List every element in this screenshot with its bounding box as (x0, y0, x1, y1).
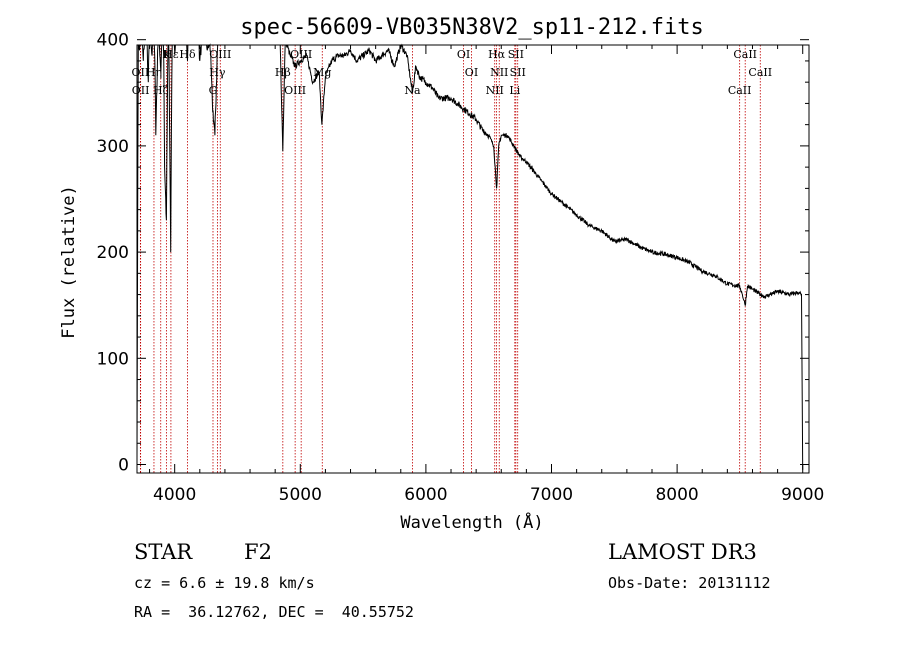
line-label-oii: OII (132, 84, 150, 97)
line-label-oiii: OIII (290, 48, 312, 61)
line-label-caii: CaII (728, 84, 752, 97)
line-label-li: Li (509, 84, 520, 97)
x-axis-ticks: 4000 5000 6000 7000 8000 9000 (149, 45, 824, 505)
plot-frame (136, 44, 810, 474)
line-label-hβ: Hβ (275, 66, 291, 79)
x-tick-label: 9000 (781, 485, 824, 505)
chart-title: spec-56609-VB035N38V2_sp11-212.fits (240, 15, 704, 40)
x-tick-label: 7000 (530, 485, 573, 505)
spectral-line-markers (139, 45, 761, 473)
line-label-g: G (209, 84, 218, 97)
y-axis-label: Flux (relative) (59, 185, 79, 339)
line-label-oiii: OIII (209, 48, 231, 61)
spectral-line-labels: HεOIIOIIKHηHζHδHγGOIIIHβOIIIOIIIMgNaOIOI… (132, 48, 773, 97)
y-axis-ticks: 0 100 200 300 400 (97, 31, 809, 476)
object-subclass: F2 (244, 540, 272, 564)
line-label-hγ: Hγ (209, 66, 226, 79)
line-label-sii: SII (508, 48, 524, 61)
x-tick-label: 5000 (279, 485, 322, 505)
line-label-oi: OI (465, 66, 478, 79)
survey-name: LAMOST DR3 (608, 540, 757, 564)
line-label-caii: CaII (733, 48, 757, 61)
line-label-sii: SII (510, 66, 526, 79)
x-tick-label: 6000 (404, 485, 447, 505)
y-tick-label: 400 (97, 31, 129, 51)
line-label-caii: CaII (748, 66, 772, 79)
x-tick-label: 4000 (153, 485, 196, 505)
spectrum-line (136, 43, 804, 470)
line-label-k: K (162, 48, 171, 61)
y-tick-label: 200 (97, 243, 129, 263)
line-label-hα: Hα (488, 48, 506, 61)
redshift-readout: cz = 6.6 ± 19.8 km/s (134, 574, 315, 592)
line-label-nii: NII (490, 66, 508, 79)
y-tick-label: 0 (118, 456, 129, 476)
x-axis-label: Wavelength (Å) (400, 511, 543, 533)
line-label-oiii: OIII (284, 84, 306, 97)
coordinates: RA = 36.12762, DEC = 40.55752 (134, 603, 414, 621)
object-class: STAR (134, 540, 193, 564)
line-label-oi: OI (457, 48, 470, 61)
line-label-oii: OII (132, 66, 150, 79)
x-tick-label: 8000 (655, 485, 698, 505)
obs-date: Obs-Date: 20131112 (608, 574, 771, 592)
y-tick-label: 300 (97, 137, 129, 157)
line-label-nii: NII (486, 84, 504, 97)
line-label-hη: Hη (146, 66, 162, 79)
y-tick-label: 100 (97, 349, 129, 369)
